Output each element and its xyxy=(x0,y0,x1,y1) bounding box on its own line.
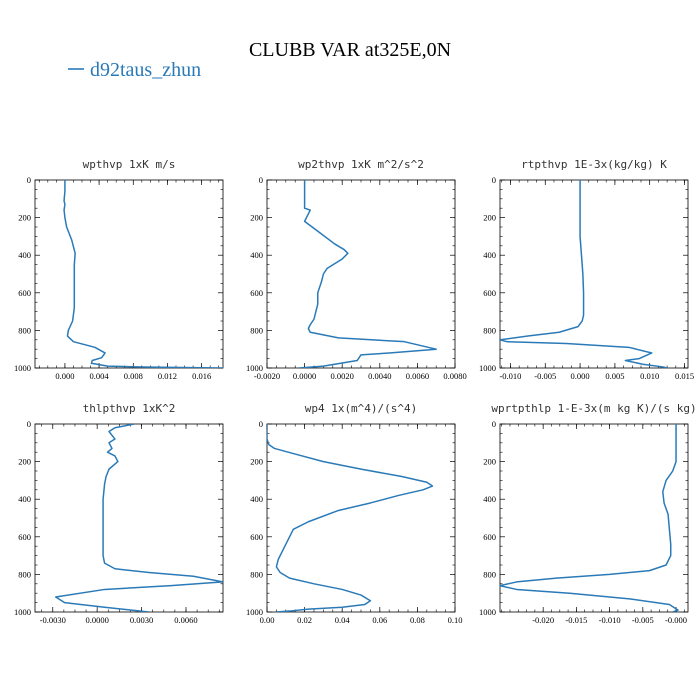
y-tick-label: 0 xyxy=(259,419,263,429)
y-tick-label: 600 xyxy=(18,288,31,298)
y-tick-label: 0 xyxy=(492,419,496,429)
y-tick-label: 400 xyxy=(483,494,496,504)
y-tick-label: 0 xyxy=(259,175,263,185)
x-tick-label: -0.010 xyxy=(599,615,621,625)
panel-frame xyxy=(266,423,456,613)
x-tick-label: -0.020 xyxy=(532,615,554,625)
panel-4: thlpthvp 1xK^2 0 200 400 600 800 1000 -0.0030 0.… xyxy=(14,402,224,625)
panel-2: wp2thvp 1xK m^2/s^2 0 200 400 600 800 1000-0.0… xyxy=(246,158,467,381)
x-tick-label: 0.0060 xyxy=(174,615,197,625)
panel-title: thlpthvp 1xK^2 xyxy=(83,402,176,415)
y-tick-label: 1000 xyxy=(479,607,496,617)
x-tick-label: 0.0060 xyxy=(406,371,429,381)
x-tick-label: 0.0000 xyxy=(293,371,316,381)
panel-3: rtpthvp 1E-3x(kg/kg) K02004006008001000-… xyxy=(479,158,694,381)
y-tick-label: 600 xyxy=(250,532,263,542)
figure-title: CLUBB VAR at325E,0N xyxy=(249,39,451,61)
y-tick-label: 0 xyxy=(492,175,496,185)
panel-frame xyxy=(499,423,689,613)
panel-title: wpthvp 1xK m/s xyxy=(83,158,176,171)
y-tick-label: 400 xyxy=(483,250,496,260)
y-tick-label: 1000 xyxy=(246,363,263,373)
series-line xyxy=(54,424,223,612)
y-tick-label: 1000 xyxy=(246,607,263,617)
x-tick-label: 0.0080 xyxy=(443,371,466,381)
x-tick-label: 0.00 xyxy=(260,615,275,625)
x-tick-label: 0.08 xyxy=(410,615,425,625)
y-tick-label: 800 xyxy=(18,325,31,335)
y-tick-label: 600 xyxy=(18,532,31,542)
panel-frame xyxy=(34,179,224,369)
x-tick-label: 0.0000 xyxy=(85,615,108,625)
y-tick-label: 200 xyxy=(483,457,496,467)
x-tick-label: 0.015 xyxy=(675,371,694,381)
y-tick-label: 800 xyxy=(18,569,31,579)
y-tick-label: 0 xyxy=(27,175,31,185)
x-tick-label: 0.012 xyxy=(158,371,177,381)
legend: d92taus_zhun xyxy=(68,59,201,81)
y-tick-label: 800 xyxy=(250,569,263,579)
panel-6: wprtpthlp 1-E-3x(m kg K)/(s kg) 0 200 400 60… xyxy=(479,402,697,625)
y-tick-label: 600 xyxy=(483,532,496,542)
x-tick-label: 0.0040 xyxy=(368,371,391,381)
legend-label: d92taus_zhun xyxy=(90,59,201,81)
x-tick-label: -0.005 xyxy=(534,371,556,381)
x-tick-label: -0.0030 xyxy=(40,615,66,625)
panel-title: wp2thvp 1xK m^2/s^2 xyxy=(298,158,424,171)
panel-title: wprtpthlp 1-E-3x(m kg K)/(s kg) xyxy=(491,402,696,415)
y-tick-label: 200 xyxy=(483,213,496,223)
series-line xyxy=(267,424,434,612)
x-tick-label: -0.015 xyxy=(565,615,587,625)
x-tick-label: -0.000 xyxy=(665,615,687,625)
x-tick-label: 0.06 xyxy=(372,615,387,625)
x-tick-label: 0.04 xyxy=(335,615,351,625)
x-tick-label: 0.0020 xyxy=(331,371,354,381)
series-line xyxy=(63,180,223,368)
panel-title: rtpthvp 1E-3x(kg/kg) K xyxy=(521,158,667,171)
x-tick-label: 0.010 xyxy=(640,371,659,381)
y-tick-label: 600 xyxy=(483,288,496,298)
y-tick-label: 200 xyxy=(18,213,31,223)
y-tick-label: 1000 xyxy=(14,607,31,617)
panel-title: wp4 1x(m^4)/(s^4) xyxy=(305,402,418,415)
x-tick-label: 0.005 xyxy=(605,371,624,381)
y-tick-label: 800 xyxy=(483,325,496,335)
series-line xyxy=(500,424,679,612)
panel-frame xyxy=(499,179,689,369)
y-tick-label: 800 xyxy=(250,325,263,335)
y-tick-label: 600 xyxy=(250,288,263,298)
y-tick-label: 400 xyxy=(18,250,31,260)
x-tick-label: -0.010 xyxy=(499,371,521,381)
y-tick-label: 400 xyxy=(18,494,31,504)
x-tick-label: 0.0030 xyxy=(130,615,153,625)
y-tick-label: 200 xyxy=(250,213,263,223)
x-tick-label: 0.02 xyxy=(297,615,312,625)
x-tick-label: 0.000 xyxy=(571,371,590,381)
y-tick-label: 200 xyxy=(18,457,31,467)
x-tick-label: 0.008 xyxy=(124,371,143,381)
y-tick-label: 800 xyxy=(483,569,496,579)
series-line xyxy=(500,180,668,368)
x-tick-label: 0.000 xyxy=(55,371,74,381)
x-tick-label: -0.005 xyxy=(632,615,654,625)
panel-1: wpthvp 1xK m/s 0 200 400 600 800 1000 0.000 0.00… xyxy=(14,158,224,381)
y-tick-label: 0 xyxy=(27,419,31,429)
y-tick-label: 200 xyxy=(250,457,263,467)
x-tick-label: 0.004 xyxy=(90,371,110,381)
y-tick-label: 1000 xyxy=(479,363,496,373)
series-line xyxy=(298,180,437,368)
y-tick-label: 400 xyxy=(250,494,263,504)
y-tick-label: 1000 xyxy=(14,363,31,373)
x-tick-label: -0.0020 xyxy=(254,371,280,381)
x-tick-label: 0.016 xyxy=(192,371,211,381)
y-tick-label: 400 xyxy=(250,250,263,260)
x-tick-label: 0.10 xyxy=(448,615,463,625)
